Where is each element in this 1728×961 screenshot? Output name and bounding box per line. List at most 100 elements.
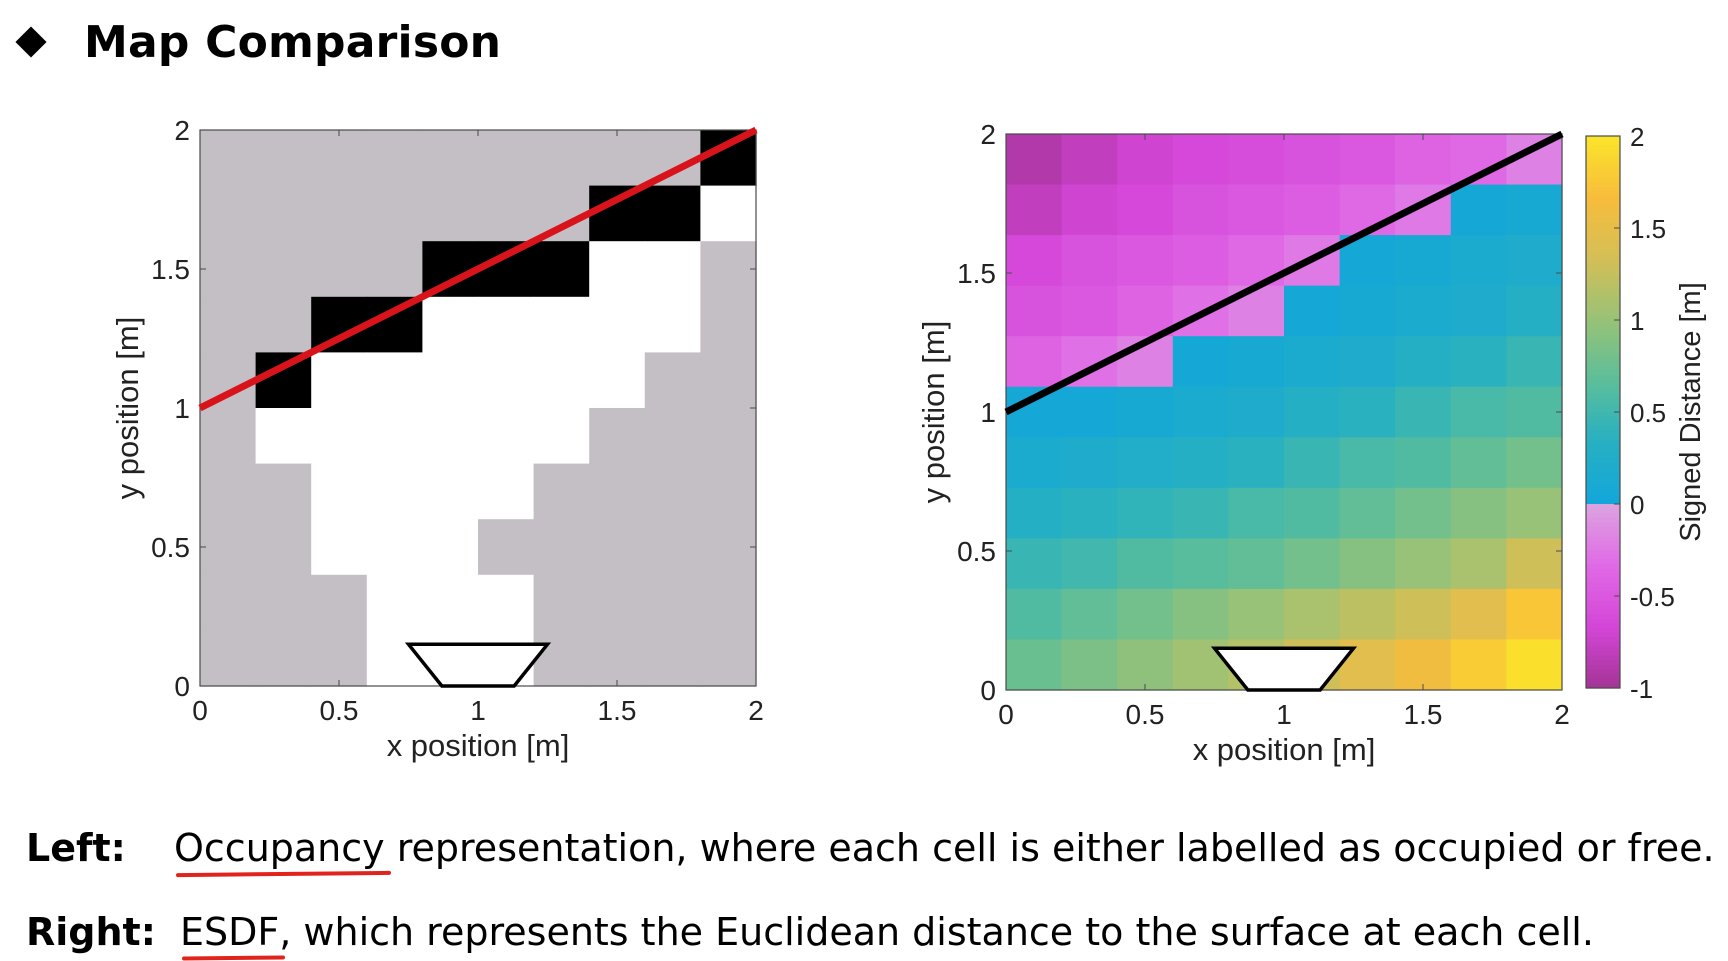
colorbar-segment <box>1586 186 1620 192</box>
occupancy-cell-unknown <box>533 574 590 631</box>
occupancy-cell-unknown <box>589 519 646 576</box>
colorbar-segment <box>1586 149 1620 155</box>
colorbar-segment <box>1586 301 1620 307</box>
colorbar-segment <box>1586 632 1620 638</box>
colorbar-segment <box>1586 283 1620 289</box>
esdf-cell <box>1228 437 1285 489</box>
occupancy-cell-free <box>422 352 479 409</box>
occupancy-cell-unknown <box>366 241 423 298</box>
esdf-cell <box>1506 437 1563 489</box>
colorbar-segment <box>1586 182 1620 188</box>
esdf-cell <box>1061 487 1118 539</box>
caption-left-text: Occupancy representation, where each cel… <box>174 826 1715 870</box>
colorbar-segment <box>1586 315 1620 321</box>
colorbar-segment <box>1586 563 1620 569</box>
esdf-cell <box>1450 386 1507 438</box>
esdf-cell <box>1450 184 1507 236</box>
occupancy-cell-unknown <box>700 408 757 465</box>
colorbar-segment <box>1586 168 1620 174</box>
occupancy-cell-free <box>589 241 646 298</box>
esdf-cell <box>1061 235 1118 287</box>
esdf-surface-line <box>1004 130 1564 416</box>
colorbar-segment <box>1586 568 1620 574</box>
esdf-xtick-label: 1.5 <box>1404 699 1443 730</box>
occupancy-cell-unknown <box>700 241 757 298</box>
esdf-cell <box>1228 487 1285 539</box>
occupancy-cell-unknown <box>700 519 757 576</box>
occupancy-cell-occupied <box>533 241 590 298</box>
esdf-cell <box>1117 235 1174 287</box>
colorbar-segment <box>1586 172 1620 178</box>
occupancy-xtick-label: 1.5 <box>598 695 637 726</box>
esdf-cell <box>1228 184 1285 236</box>
occupancy-cell-free <box>311 352 368 409</box>
occupancy-cell-free <box>311 408 368 465</box>
esdf-cell <box>1172 184 1229 236</box>
esdf-xtick-label: 0.5 <box>1126 699 1165 730</box>
colorbar-segment <box>1586 665 1620 671</box>
occupancy-cell-free <box>422 463 479 520</box>
esdf-ytick-label: 1 <box>980 397 996 428</box>
esdf-ytick-label: 0.5 <box>957 536 996 567</box>
esdf-cell <box>1450 336 1507 388</box>
esdf-cell <box>1450 285 1507 337</box>
colorbar-segment <box>1586 435 1620 441</box>
esdf-cell <box>1117 588 1174 641</box>
colorbar-segment <box>1586 163 1620 169</box>
colorbar-segment <box>1586 471 1620 477</box>
colorbar-segment <box>1586 292 1620 298</box>
caption-right-text: ESDF, which represents the Euclidean dis… <box>180 910 1594 954</box>
esdf-cell <box>1228 538 1285 590</box>
colorbar-segment <box>1586 370 1620 376</box>
esdf-cell <box>1006 538 1063 590</box>
colorbar-segment <box>1586 356 1620 362</box>
esdf-cell <box>1061 386 1118 438</box>
occupancy-cell-unknown <box>478 519 535 576</box>
colorbar-segment <box>1586 582 1620 588</box>
esdf-cell <box>1117 285 1174 337</box>
colorbar-segment <box>1586 619 1620 625</box>
esdf-cell <box>1284 184 1341 236</box>
esdf-cell <box>1228 588 1285 641</box>
occupancy-cell-unknown <box>255 296 312 353</box>
colorbar-segment <box>1586 481 1620 487</box>
occupancy-cell-occupied <box>311 296 368 353</box>
colorbar-segment <box>1586 674 1620 680</box>
occupancy-cell-occupied <box>422 241 479 298</box>
esdf-cell <box>1061 639 1118 691</box>
occupancy-cell-free <box>478 352 535 409</box>
esdf-cell <box>1172 437 1229 489</box>
esdf-cell <box>1228 134 1285 186</box>
colorbar-segment <box>1586 195 1620 201</box>
occupancy-xtick-label: 0 <box>192 695 208 726</box>
occupancy-cell-free <box>311 519 368 576</box>
colorbar-segment <box>1586 448 1620 454</box>
colorbar-segment <box>1586 209 1620 215</box>
esdf-cell <box>1339 386 1396 438</box>
colorbar-segment <box>1586 274 1620 280</box>
colorbar-segment <box>1586 536 1620 542</box>
esdf-cell <box>1450 437 1507 489</box>
occupancy-cell-free <box>366 408 423 465</box>
esdf-sensor-trapezoid <box>1210 646 1358 692</box>
esdf-cell <box>1450 538 1507 590</box>
esdf-cell <box>1395 487 1452 539</box>
esdf-cell <box>1506 588 1563 641</box>
occupancy-cell-unknown <box>200 630 257 687</box>
esdf-cell <box>1117 437 1174 489</box>
colorbar-segment <box>1586 241 1620 247</box>
occupancy-cell-unknown <box>700 463 757 520</box>
occupancy-cell-unknown <box>200 352 257 409</box>
occupancy-cell-occupied <box>589 185 646 242</box>
occupancy-cell-free <box>366 352 423 409</box>
occupancy-cell-unknown <box>366 130 423 187</box>
colorbar-tick-label: 1.5 <box>1630 214 1666 244</box>
esdf-cell <box>1339 487 1396 539</box>
occupancy-cell-unknown <box>255 630 312 687</box>
esdf-cell <box>1506 184 1563 236</box>
colorbar-segment <box>1586 218 1620 224</box>
occupancy-cell-unknown <box>255 519 312 576</box>
caption-right-label: Right: <box>26 910 156 954</box>
occupancy-cell-occupied <box>366 296 423 353</box>
